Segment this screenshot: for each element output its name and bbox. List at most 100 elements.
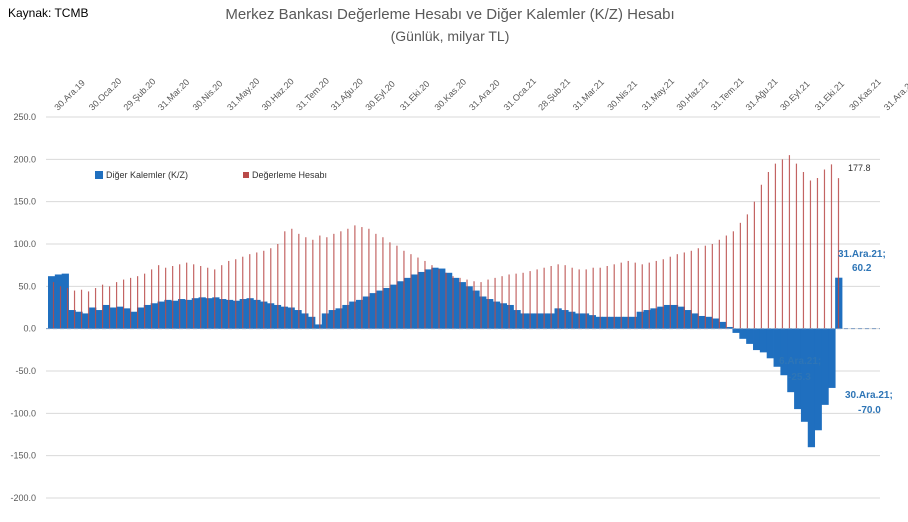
y-tick-label: 0.0	[23, 324, 36, 334]
blue-bar	[178, 299, 186, 329]
y-tick-label: -100.0	[10, 408, 36, 418]
blue-bar	[684, 310, 692, 329]
x-tick-label: 31.Oca.21	[502, 76, 538, 112]
blue-bar	[232, 300, 241, 329]
blue-bar	[301, 313, 309, 329]
blue-bar	[807, 328, 816, 448]
blue-bar	[294, 310, 302, 329]
blue-bar	[89, 307, 97, 329]
blue-bar	[595, 316, 603, 329]
blue-bar	[794, 328, 802, 410]
blue-bar	[403, 277, 412, 329]
blue-bar	[116, 306, 124, 329]
blue-bar	[95, 310, 104, 329]
blue-bar	[472, 290, 480, 329]
blue-bar	[629, 316, 638, 329]
blue-bar	[82, 313, 90, 329]
blue-bar	[670, 304, 679, 329]
blue-bar	[650, 308, 658, 329]
blue-bar	[212, 297, 220, 329]
x-tick-label: 31.Mar.21	[571, 77, 606, 112]
blue-bar	[335, 308, 343, 329]
y-tick-label: 250.0	[13, 112, 36, 122]
x-tick-label: 30.Oca.20	[87, 76, 123, 112]
blue-bar	[136, 307, 145, 329]
blue-bar	[677, 306, 685, 329]
blue-bar	[739, 328, 747, 339]
x-tick-label: 30.Nis.21	[605, 78, 639, 112]
blue-bar	[657, 306, 665, 329]
x-tick-label: 31.May.20	[225, 76, 261, 112]
legend-label-red: Değerleme Hesabı	[252, 170, 327, 180]
blue-bar	[691, 313, 699, 329]
blue-bar	[342, 304, 350, 329]
x-tick-label: 31.Ara.21	[882, 78, 908, 113]
blue-bar	[48, 276, 56, 329]
y-tick-label: 100.0	[13, 239, 36, 249]
blue-bar	[362, 296, 371, 329]
annotation-last: 31.Ara.21;	[838, 249, 886, 260]
blue-bar	[732, 328, 740, 333]
blue-bar	[308, 316, 316, 329]
blue-bar	[718, 321, 727, 329]
annotation-peak: 177.8	[848, 163, 871, 173]
blue-bar	[75, 311, 83, 329]
blue-bar	[356, 299, 364, 329]
chart-subtitle: (Günlük, milyar TL)	[390, 28, 510, 44]
blue-bar	[184, 299, 193, 329]
blue-bar	[636, 311, 644, 329]
annotation-last-value: 60.2	[852, 263, 872, 274]
blue-bar	[109, 307, 117, 329]
blue-bar	[390, 284, 398, 329]
blue-bar	[314, 324, 323, 329]
x-tick-label: 31.May.21	[640, 76, 676, 112]
blue-bar	[54, 274, 63, 329]
blue-bar	[602, 316, 610, 329]
blue-bar	[369, 293, 377, 329]
blue-bar	[424, 269, 432, 329]
blue-bar	[506, 304, 514, 329]
blue-bar	[143, 304, 152, 329]
blue-bar	[800, 328, 809, 422]
blue-bar	[588, 315, 596, 329]
legend-swatch-blue	[95, 171, 103, 179]
blue-bar	[773, 328, 781, 367]
blue-bar	[383, 288, 391, 329]
x-tick-label: 30.Kas.20	[433, 77, 469, 113]
blue-bar	[787, 328, 795, 393]
x-tick-label: 28.Şub.21	[536, 76, 572, 112]
blue-bar	[581, 313, 590, 329]
blue-bar	[287, 307, 295, 329]
blue-bar	[705, 316, 713, 329]
x-tick-label: 31.Tem.21	[709, 76, 746, 113]
blue-bar	[622, 316, 631, 329]
blue-bar	[759, 328, 768, 353]
legend-swatch-red	[243, 172, 249, 178]
blue-bar	[164, 299, 172, 329]
blue-bar	[328, 310, 336, 329]
blue-bar	[711, 318, 720, 329]
blue-bar	[479, 296, 487, 329]
y-tick-label: 200.0	[13, 154, 36, 164]
blue-bar	[499, 303, 508, 329]
y-tick-label: -200.0	[10, 493, 36, 503]
blue-bar	[376, 290, 384, 329]
x-tick-label: 30.Ara.19	[52, 78, 87, 113]
x-tick-label: 31.Mar.20	[156, 77, 191, 112]
blue-bar	[643, 310, 651, 329]
blue-bar	[616, 316, 624, 329]
blue-bar	[171, 300, 179, 329]
blue-bar	[766, 328, 774, 359]
blue-bar	[821, 328, 829, 405]
x-tick-label: 31.Eki.21	[813, 79, 847, 113]
x-tick-label: 30.Haz.20	[260, 76, 296, 112]
blue-bar	[814, 328, 822, 431]
annotation-dec30-value: -70.0	[858, 405, 881, 416]
y-tick-label: -150.0	[10, 451, 36, 461]
y-tick-label: 150.0	[13, 197, 36, 207]
x-tick-label: 31.Ara.20	[467, 78, 502, 113]
x-tick-label: 30.Haz.21	[674, 76, 710, 112]
chart-title: Merkez Bankası Değerleme Hesabı ve Diğer…	[225, 6, 675, 23]
blue-bar	[349, 301, 357, 329]
